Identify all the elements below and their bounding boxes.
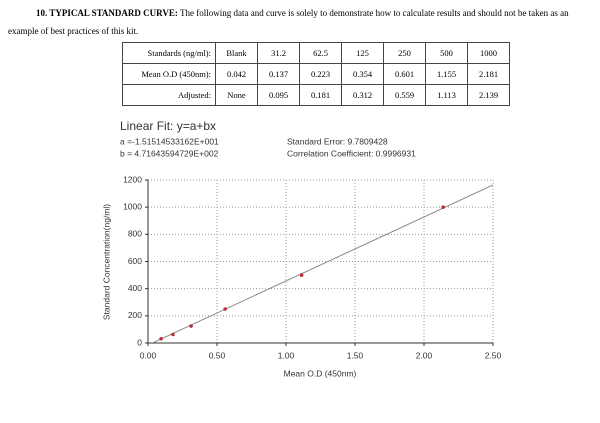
data-point <box>299 273 304 277</box>
stat: Standard Error: 9.7809428 <box>287 136 388 146</box>
header: 10. TYPICAL STANDARD CURVE: The followin… <box>8 4 594 40</box>
table-row: Adjusted: None 0.095 0.181 0.312 0.559 1.113 2.… <box>122 84 510 106</box>
y-tick-label: 1000 <box>123 201 142 211</box>
x-axis-label: Mean O.D (450nm) <box>284 368 357 378</box>
y-tick-label: 1200 <box>123 174 142 184</box>
stat: Correlation Coefficient: 0.9996931 <box>287 148 416 158</box>
x-tick-label: 1.00 <box>278 350 295 360</box>
fit-slope: b = 4.71643594729E+002 <box>120 148 219 158</box>
y-tick-label: 200 <box>128 310 142 320</box>
data-point <box>171 332 175 337</box>
x-tick-label: 0.50 <box>209 350 226 360</box>
data-point <box>441 205 445 209</box>
y-tick-label: 800 <box>128 229 142 239</box>
header-title: 10. TYPICAL STANDARD CURVE: <box>36 8 178 18</box>
x-tick-label: 2.50 <box>485 350 502 360</box>
header-text: The following data and curve is solely t… <box>8 8 569 36</box>
y-tick-label: 0 <box>137 337 142 347</box>
chart-title: Linear Fit: y=a+bx <box>120 119 216 133</box>
data-point <box>189 324 193 328</box>
table-cell: 0.559 <box>383 84 426 106</box>
x-tick-label: 0.00 <box>140 350 157 360</box>
x-tick-label: 1.50 <box>347 350 364 360</box>
fit-line <box>151 184 493 343</box>
fit-intercept: a =-1.51514533162E+001 <box>120 136 219 146</box>
x-tick-label: 2.00 <box>416 350 433 360</box>
table-row: Mean O.D (450nm): 0.042 0.137 0.223 0.354 0.6… <box>122 63 510 85</box>
table-cell: 2.139 <box>467 84 510 106</box>
y-tick-label: 600 <box>128 256 142 266</box>
y-axis-label: Standard Concentration(ng/ml) <box>101 204 111 320</box>
data-point <box>159 336 163 341</box>
y-tick-label: 400 <box>128 283 142 293</box>
data-point <box>223 307 227 311</box>
data-table: Standards (ng/ml): Blank 31.2 62.5 125 250 500… <box>122 42 510 106</box>
